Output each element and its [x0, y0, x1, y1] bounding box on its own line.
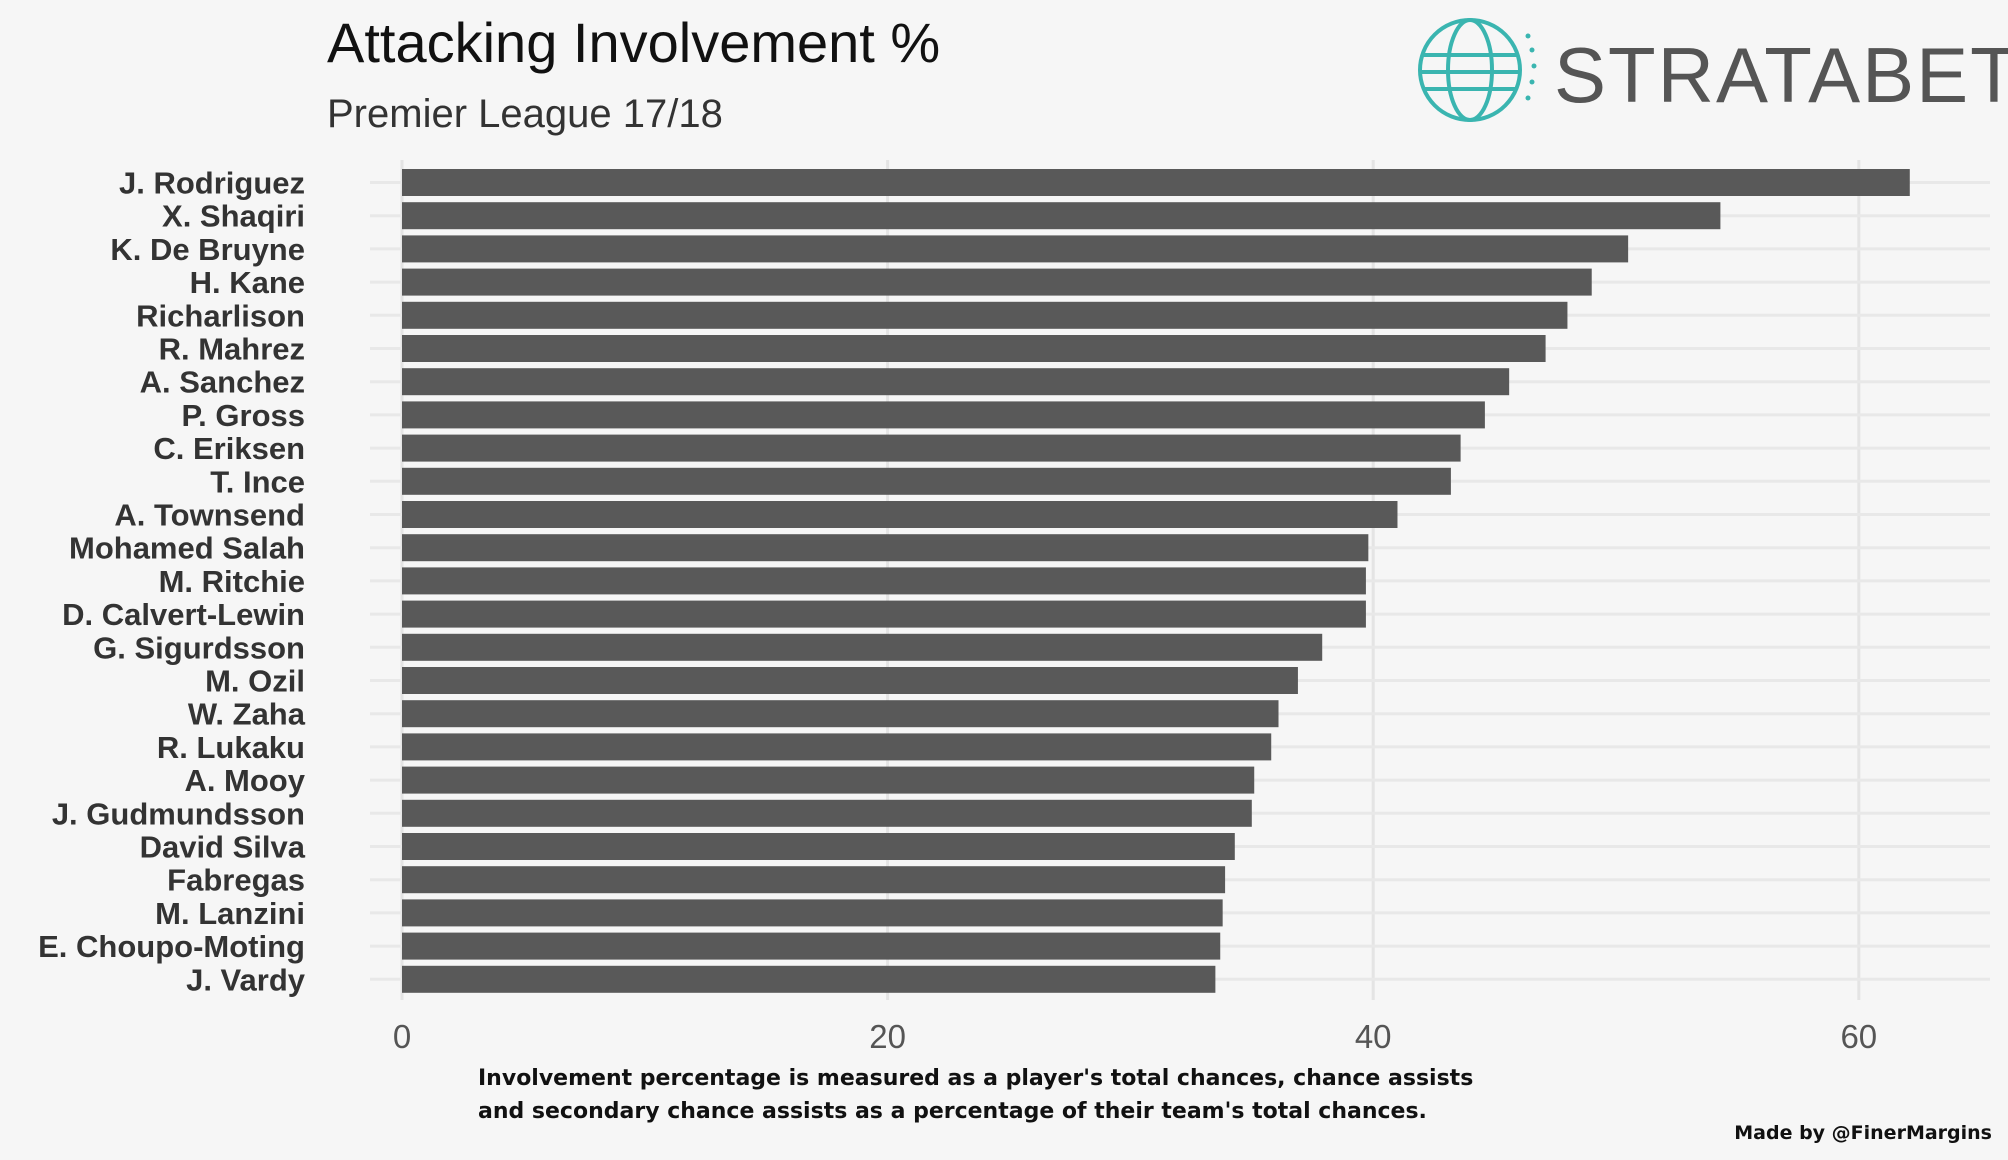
y-tick-label: Fabregas — [167, 863, 305, 898]
y-tick-label: A. Sanchez — [140, 365, 305, 400]
y-tick-label: Richarlison — [136, 298, 305, 333]
y-tick-label: M. Ritchie — [159, 564, 305, 599]
y-tick-label: P. Gross — [181, 398, 305, 433]
bar — [402, 401, 1485, 429]
y-tick-label: A. Mooy — [184, 763, 305, 798]
y-tick-label: J. Rodriguez — [119, 166, 305, 201]
y-tick-label: G. Sigurdsson — [93, 630, 305, 665]
bar — [402, 335, 1546, 362]
y-tick-label: W. Zaha — [188, 697, 306, 732]
bar — [402, 567, 1366, 595]
y-tick-label: R. Mahrez — [159, 332, 305, 367]
chart-subtitle: Premier League 17/18 — [327, 92, 723, 136]
bar — [402, 899, 1223, 927]
x-axis-ticks: 0 20 40 60 — [393, 1018, 1877, 1055]
bar — [402, 700, 1279, 728]
y-tick-label: J. Vardy — [186, 962, 306, 997]
y-tick-label: C. Eriksen — [153, 431, 305, 466]
y-tick-label: E. Choupo-Moting — [38, 929, 305, 964]
y-tick-label: Mohamed Salah — [69, 531, 305, 566]
bar — [402, 600, 1366, 628]
y-tick-label: H. Kane — [190, 265, 305, 300]
credit: Made by @FinerMargins — [1734, 1122, 1992, 1144]
y-tick-label: R. Lukaku — [157, 730, 305, 765]
y-tick-label: D. Calvert-Lewin — [62, 597, 305, 632]
bar — [402, 434, 1461, 462]
y-tick-label: A. Townsend — [114, 498, 305, 533]
chart-title: Attacking Involvement % — [327, 11, 941, 74]
bar — [402, 965, 1216, 993]
bar — [402, 766, 1255, 794]
y-tick-label: David Silva — [140, 830, 306, 865]
bar — [402, 301, 1568, 329]
bar — [402, 368, 1510, 396]
x-tick-label: 40 — [1355, 1018, 1392, 1055]
bar — [402, 202, 1721, 230]
logo-text: STRATABET — [1554, 31, 2008, 119]
y-tick-label: M. Ozil — [205, 664, 305, 699]
bar — [402, 467, 1451, 495]
y-tick-label: K. De Bruyne — [110, 232, 305, 267]
bar — [402, 501, 1398, 528]
x-tick-label: 60 — [1840, 1018, 1877, 1055]
bar — [402, 733, 1272, 761]
bar — [402, 235, 1629, 263]
bar — [402, 268, 1592, 296]
y-tick-label: J. Gudmundsson — [52, 796, 305, 831]
y-tick-label: X. Shaqiri — [162, 199, 305, 234]
y-tick-label: M. Lanzini — [155, 896, 305, 931]
globe-icon — [1418, 18, 1537, 122]
bar — [402, 833, 1235, 860]
bar — [402, 866, 1226, 894]
x-tick-label: 20 — [869, 1018, 906, 1055]
y-tick-label: T. Ince — [210, 464, 305, 499]
stratabet-logo: STRATABET — [1412, 10, 2008, 130]
bar — [402, 633, 1323, 661]
bars — [402, 169, 1910, 993]
bar — [402, 534, 1369, 562]
bar — [402, 169, 1910, 196]
x-tick-label: 0 — [393, 1018, 411, 1055]
footnote: Involvement percentage is measured as a … — [478, 1066, 1474, 1124]
bar — [402, 932, 1221, 960]
bar — [402, 799, 1252, 827]
bar — [402, 667, 1298, 694]
